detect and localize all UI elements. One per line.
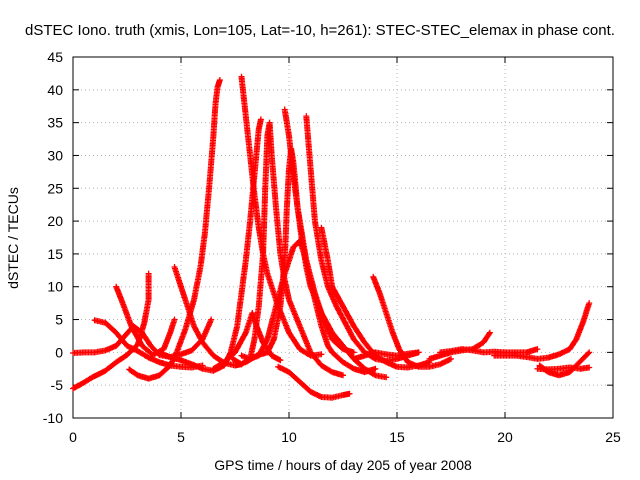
series-arc4 [113, 283, 178, 358]
data-series [70, 73, 593, 401]
series-arc17-markers [370, 273, 454, 370]
y-tick-label: 5 [55, 312, 63, 328]
y-tick-label: 10 [47, 279, 63, 295]
series-arc18-markers [350, 349, 422, 362]
y-tick-label: 0 [55, 344, 63, 360]
series-arc19-markers [426, 329, 493, 362]
series-arc21-markers [491, 300, 593, 362]
series-arc6-markers [171, 264, 245, 369]
series-arc21 [491, 300, 593, 362]
series-arc5-markers [126, 77, 223, 382]
series-arc15 [238, 237, 357, 362]
series-arc19 [426, 329, 493, 362]
x-tick-label: 25 [605, 429, 621, 445]
y-tick-label: 20 [47, 213, 63, 229]
series-arc17 [370, 273, 454, 370]
axis-ticks: 0 5 10 15 20 25 -10 -5 0 5 10 15 20 25 30 35 40 45 [43, 49, 621, 445]
series-arc5 [126, 77, 223, 382]
x-tick-label: 15 [389, 429, 405, 445]
chart-title: dSTEC Iono. truth (xmis, Lon=105, Lat=-1… [25, 22, 615, 39]
series-arc13 [318, 224, 433, 371]
x-axis-label: GPS time / hours of day 205 of year 2008 [214, 457, 472, 473]
series-arc6 [171, 264, 245, 369]
y-axis-label: dSTEC / TECUs [5, 187, 21, 289]
series-arc12 [303, 113, 422, 364]
series-arc13-markers [318, 224, 433, 371]
series-arc23 [534, 364, 593, 373]
series-arc3 [91, 317, 206, 371]
x-tick-label: 10 [281, 429, 297, 445]
y-tick-label: 45 [47, 49, 63, 65]
y-tick-label: 15 [47, 246, 63, 262]
x-tick-label: 20 [497, 429, 513, 445]
y-tick-label: -10 [43, 410, 63, 426]
y-tick-label: 30 [47, 147, 63, 163]
y-tick-label: 35 [47, 115, 63, 131]
series-arc16-markers [275, 363, 353, 401]
series-arc12-markers [303, 113, 422, 364]
series-arc4-markers [113, 283, 178, 358]
series-arc14-markers [210, 310, 284, 372]
series-arc18 [350, 349, 422, 362]
x-tick-label: 5 [177, 429, 185, 445]
y-tick-label: 25 [47, 180, 63, 196]
series-arc15-markers [238, 237, 357, 362]
y-tick-label: 40 [47, 82, 63, 98]
series-arc3-markers [91, 317, 206, 371]
plot-frame [72, 56, 614, 419]
series-arc23-markers [534, 364, 593, 373]
series-arc20 [437, 346, 541, 356]
series-arc16 [275, 363, 353, 401]
x-tick-label: 0 [69, 429, 77, 445]
series-arc14 [210, 310, 284, 372]
y-tick-label: -5 [51, 377, 64, 393]
series-arc20-markers [437, 346, 541, 356]
